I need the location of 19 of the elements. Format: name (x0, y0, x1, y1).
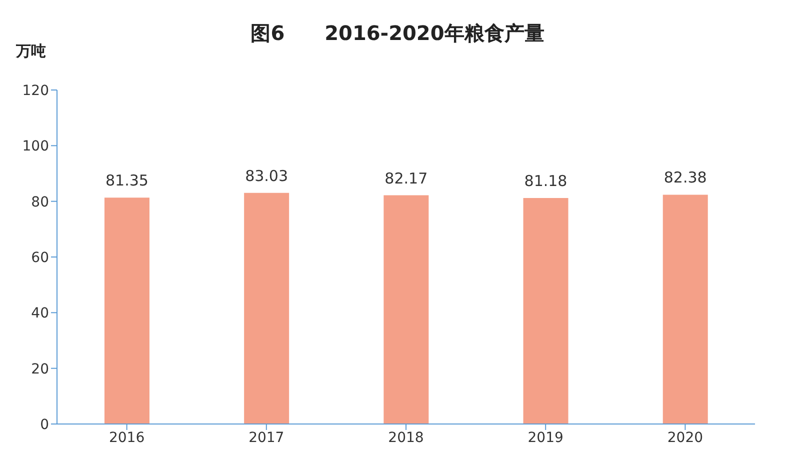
y-tick-label: 0 (40, 416, 49, 433)
y-tick-label: 100 (22, 138, 49, 155)
y-tick-label: 80 (31, 194, 49, 210)
x-tick-label: 2019 (528, 430, 564, 446)
data-label: 83.03 (245, 166, 288, 185)
data-label: 82.38 (664, 168, 707, 187)
x-tick-label: 2020 (667, 430, 704, 446)
data-label: 81.18 (524, 172, 568, 190)
y-tick-label: 120 (22, 82, 49, 99)
y-tick-label: 40 (31, 306, 49, 322)
x-tick-label: 2018 (388, 430, 424, 446)
data-label: 82.17 (384, 169, 428, 188)
chart-title: 图6 2016-2020年粮食产量 (250, 21, 544, 45)
x-tick-label: 2016 (108, 430, 145, 446)
y-axis-title: 万吨 (16, 42, 46, 61)
x-tick-label: 2017 (248, 430, 284, 446)
y-tick-label: 60 (31, 250, 49, 266)
y-tick-label: 20 (31, 361, 49, 378)
data-label: 81.35 (105, 172, 148, 190)
